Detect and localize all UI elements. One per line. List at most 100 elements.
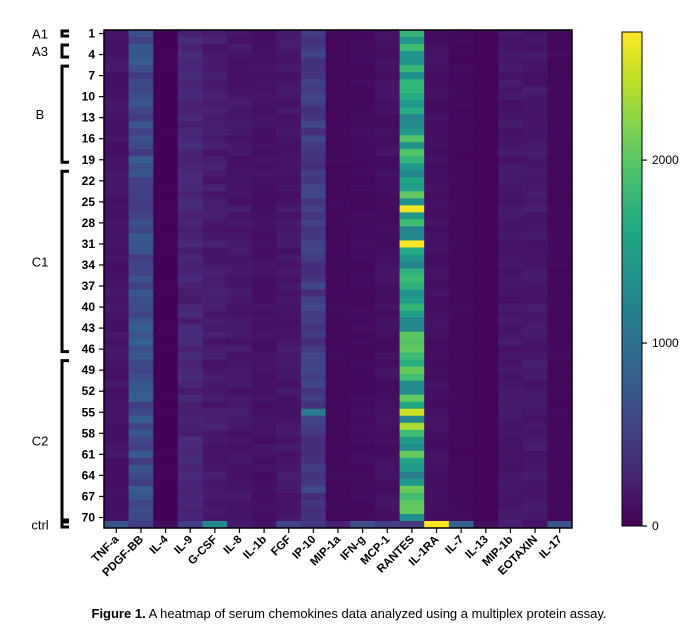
heatmap-cell [177,331,203,340]
heatmap-cell [325,86,351,94]
heatmap-cell [128,268,154,276]
heatmap-cell [177,317,203,325]
heatmap-cell [128,394,154,403]
heatmap-cell [177,303,203,311]
heatmap-cell [301,324,327,332]
heatmap-cell [202,303,228,311]
heatmap-cell [498,149,524,157]
heatmap-cell [399,520,425,529]
heatmap-cell [350,394,376,403]
heatmap-cell [202,93,228,101]
heatmap-cell [547,268,573,276]
heatmap-cell [202,72,228,80]
heatmap-cell [350,233,376,241]
heatmap-cell [202,191,228,199]
heatmap-cell [251,135,277,143]
heatmap-cell [498,114,524,122]
heatmap-cell [325,310,351,318]
heatmap-cell [202,30,228,38]
heatmap-cell [153,345,179,354]
heatmap-cell [448,429,474,438]
heatmap-cell [350,289,376,297]
heatmap-cell [202,58,228,66]
heatmap-cell [522,212,548,220]
heatmap-cell [153,331,179,340]
heatmap-cell [104,450,130,459]
heatmap-cell [498,394,524,403]
heatmap-cell [276,317,302,325]
heatmap-cell [177,282,203,290]
heatmap-cell [350,128,376,136]
heatmap-cell [202,443,228,452]
heatmap-cell [399,338,425,347]
heatmap-cell [522,100,548,108]
heatmap-cell [448,233,474,241]
heatmap-cell [424,303,450,311]
group-bracket [60,520,69,529]
heatmap-cell [301,394,327,403]
heatmap-cell [276,121,302,129]
heatmap-cell [104,44,130,52]
heatmap-cell [547,219,573,227]
heatmap-cell [547,212,573,220]
heatmap-cell [473,58,499,66]
heatmap-cell [399,219,425,227]
heatmap-cell [473,324,499,332]
heatmap-cell [424,282,450,290]
heatmap-cell [325,142,351,150]
heatmap-cell [522,128,548,136]
heatmap-cell [104,261,130,269]
heatmap-cell [202,121,228,129]
heatmap-cell [374,345,400,354]
heatmap-cell [276,331,302,340]
heatmap-cell [251,408,277,417]
heatmap-cell [301,261,327,269]
heatmap-cell [301,128,327,136]
heatmap-cell [374,296,400,304]
heatmap-cell [104,520,130,529]
heatmap-cell [350,149,376,157]
heatmap-cell [424,268,450,276]
heatmap-cell [473,499,499,508]
heatmap-cell [153,65,179,73]
heatmap-cell [104,422,130,431]
heatmap-cell [104,310,130,318]
heatmap-cell [448,513,474,522]
heatmap-cell [104,219,130,227]
group-bracket [60,64,69,164]
heatmap-cell [374,429,400,438]
heatmap-cell [374,310,400,318]
heatmap-cell [301,408,327,417]
heatmap-cell [153,93,179,101]
heatmap-cell [202,79,228,87]
heatmap-cell [350,121,376,129]
heatmap-cell [325,156,351,164]
heatmap-cell [301,51,327,59]
heatmap-cell [424,485,450,494]
heatmap-cell [153,247,179,255]
heatmap-cell [227,380,253,389]
heatmap-cell [350,93,376,101]
heatmap-cell [153,79,179,87]
heatmap-cell [227,443,253,452]
heatmap-cell [547,128,573,136]
heatmap-cell [522,79,548,87]
heatmap-cell [177,485,203,494]
heatmap-cell [177,492,203,501]
y-tick-label: 28 [82,216,96,230]
heatmap-cell [153,226,179,234]
heatmap-cell [227,317,253,325]
heatmap-cell [202,436,228,445]
heatmap-cell [473,359,499,368]
heatmap-cell [301,149,327,157]
heatmap-cell [547,205,573,213]
heatmap-cell [325,422,351,431]
heatmap-cell [301,142,327,150]
y-tick-label: 1 [88,27,95,41]
colorbar-tick-label: 0 [652,519,659,533]
heatmap-cell [251,170,277,178]
heatmap-cell [301,79,327,87]
heatmap-cell [350,114,376,122]
heatmap-cell [177,58,203,66]
